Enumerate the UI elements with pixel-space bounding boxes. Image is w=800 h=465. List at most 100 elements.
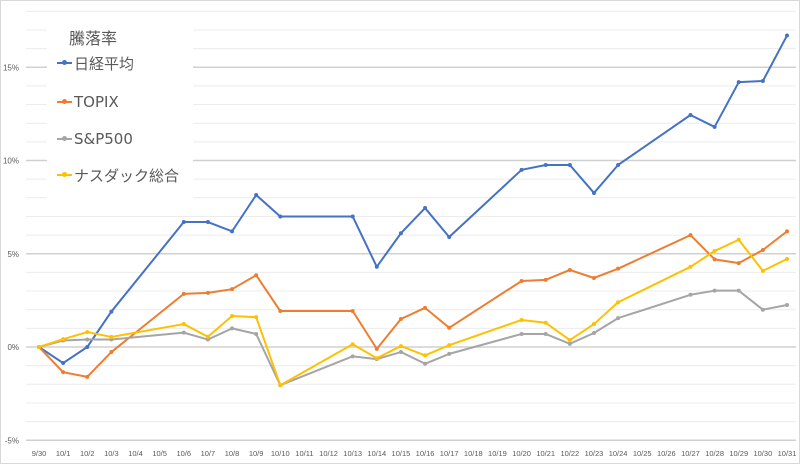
- legend-item-topix: TOPIX: [57, 92, 119, 112]
- series-line-0: [38, 35, 788, 365]
- x-tick-label: 10/2: [80, 449, 95, 458]
- data-point: [398, 350, 403, 355]
- legend-marker-icon: [57, 136, 72, 141]
- data-point: [181, 291, 186, 296]
- data-point: [447, 234, 452, 239]
- series-line-1: [38, 230, 788, 378]
- x-tick-label: 10/11: [295, 449, 313, 458]
- y-tick-label: -5%: [5, 436, 19, 445]
- data-point: [423, 206, 428, 211]
- x-tick-label: 10/9: [249, 449, 264, 458]
- y-tick-label: 10%: [3, 157, 19, 166]
- data-point: [543, 320, 548, 325]
- x-tick-label: 10/17: [440, 449, 459, 458]
- x-tick-label: 10/16: [416, 449, 435, 458]
- data-point: [785, 33, 789, 38]
- data-point: [254, 273, 259, 278]
- x-tick-label: 10/25: [633, 449, 652, 458]
- series-line-3: [38, 238, 788, 387]
- data-point: [278, 309, 283, 314]
- legend-item-nikkei: 日経平均: [57, 53, 134, 73]
- data-point: [447, 325, 452, 330]
- data-point: [785, 303, 789, 308]
- data-point: [760, 268, 765, 273]
- x-tick-label: 10/30: [753, 449, 772, 458]
- data-point: [785, 256, 789, 261]
- x-tick-label: 10/24: [609, 449, 628, 458]
- y-tick-label: 15%: [3, 63, 19, 72]
- data-point: [205, 220, 210, 225]
- data-point: [205, 337, 210, 342]
- data-point: [398, 317, 403, 322]
- data-point: [567, 338, 572, 343]
- data-point: [543, 277, 548, 282]
- data-point: [205, 334, 210, 339]
- data-point: [688, 112, 693, 117]
- x-tick-label: 10/21: [536, 449, 555, 458]
- legend-label: 日経平均: [74, 54, 135, 73]
- data-point: [736, 237, 741, 242]
- data-point: [181, 220, 186, 225]
- x-tick-label: 10/7: [201, 449, 216, 458]
- data-point: [712, 124, 717, 129]
- data-point: [230, 326, 235, 331]
- data-point: [423, 305, 428, 310]
- data-point: [37, 345, 41, 349]
- data-point: [350, 309, 355, 314]
- legend-marker-icon: [57, 172, 72, 177]
- x-tick-label: 10/15: [392, 449, 411, 458]
- data-point: [785, 229, 789, 234]
- data-point: [567, 267, 572, 272]
- data-point: [760, 307, 765, 312]
- x-tick-label: 10/23: [585, 449, 604, 458]
- data-point: [278, 214, 283, 219]
- data-point: [205, 290, 210, 295]
- legend-item-nasdaq: ナスダック総合: [57, 165, 179, 185]
- data-point: [109, 334, 114, 339]
- data-point: [567, 162, 572, 167]
- legend-marker-icon: [57, 99, 72, 104]
- data-point: [85, 345, 90, 349]
- data-point: [591, 322, 596, 327]
- data-point: [736, 80, 741, 85]
- data-point: [616, 300, 621, 305]
- legend-title: 騰落率: [69, 29, 118, 48]
- data-point: [543, 162, 548, 167]
- data-point: [760, 79, 765, 84]
- data-point: [567, 341, 572, 346]
- data-point: [374, 346, 379, 351]
- data-point: [616, 266, 621, 271]
- x-tick-label: 10/13: [343, 449, 362, 458]
- data-point: [350, 342, 355, 347]
- data-point: [254, 193, 259, 198]
- data-point: [712, 288, 717, 293]
- data-point: [350, 214, 355, 219]
- x-tick-label: 10/12: [319, 449, 338, 458]
- data-point: [616, 316, 621, 321]
- x-tick-label: 10/22: [560, 449, 579, 458]
- data-point: [254, 331, 259, 336]
- data-point: [519, 317, 524, 322]
- data-point: [591, 331, 596, 336]
- data-point: [374, 356, 379, 361]
- y-tick-label: 0%: [7, 343, 19, 352]
- data-point: [423, 353, 428, 358]
- data-point: [760, 248, 765, 253]
- legend-label: ナスダック総合: [74, 166, 180, 185]
- legend-label: S&P500: [74, 130, 133, 148]
- data-point: [61, 370, 66, 375]
- x-tick-label: 10/5: [152, 449, 167, 458]
- data-point: [230, 229, 235, 234]
- data-point: [688, 264, 693, 269]
- data-point: [61, 337, 66, 342]
- data-point: [712, 257, 717, 262]
- data-point: [519, 278, 524, 283]
- x-tick-label: 10/6: [176, 449, 191, 458]
- data-point: [591, 275, 596, 280]
- data-point: [350, 354, 355, 359]
- data-point: [61, 361, 66, 366]
- legend-label: TOPIX: [74, 93, 119, 111]
- data-point: [736, 261, 741, 266]
